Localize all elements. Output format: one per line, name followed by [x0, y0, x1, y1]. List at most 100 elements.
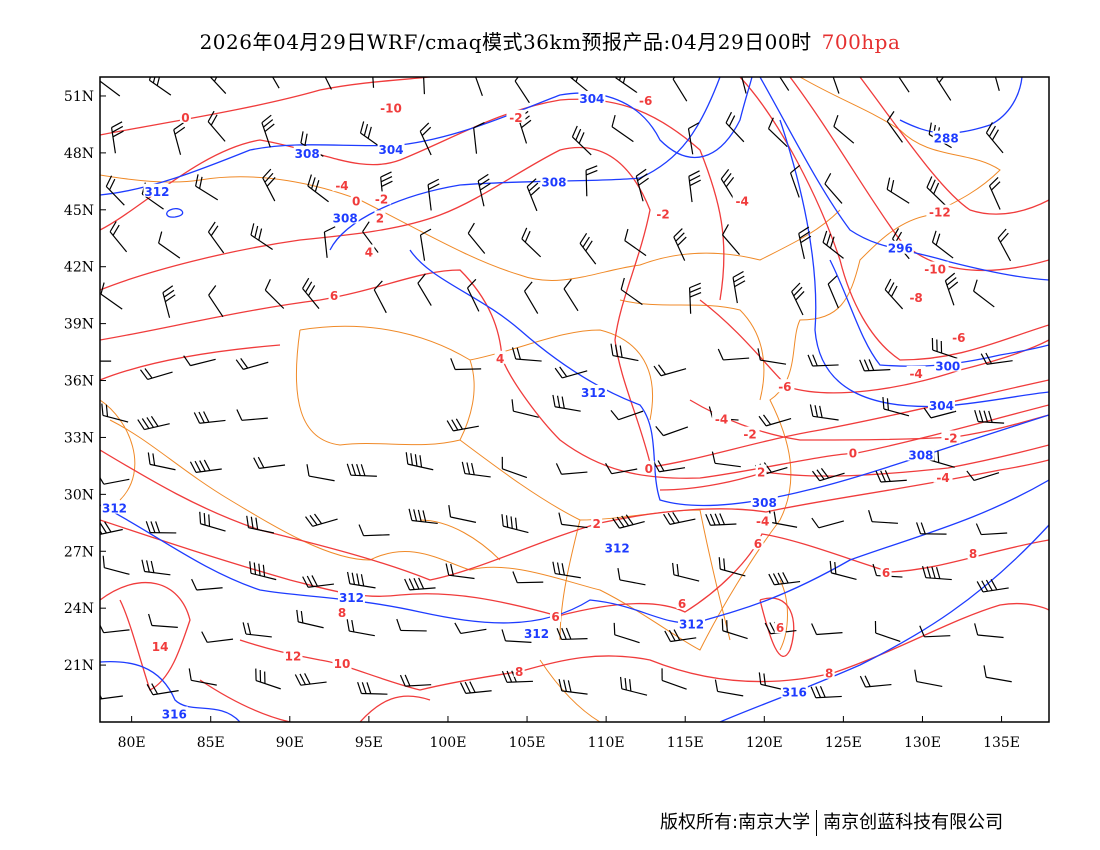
wind-barb	[552, 561, 581, 579]
wind-barb	[725, 111, 745, 143]
height-label: 288	[934, 132, 959, 146]
wind-barb	[246, 515, 275, 534]
lon-tick-label: 135E	[983, 735, 1020, 751]
wind-barb	[419, 228, 432, 261]
wind-barb	[807, 354, 839, 367]
wind-barb	[558, 512, 588, 529]
temperature-contour	[789, 77, 1049, 271]
wind-barb	[173, 122, 186, 155]
wind-barb	[605, 462, 638, 475]
temperature-contour	[100, 519, 1049, 617]
temperature-label: -4	[756, 514, 769, 528]
wind-barb	[916, 522, 947, 535]
wind-barb	[207, 110, 226, 142]
height-label: 312	[524, 627, 549, 641]
wind-barb	[512, 571, 544, 584]
temperature-label-bg	[755, 464, 767, 478]
temperature-label: 2	[592, 517, 600, 531]
height-label: 312	[605, 541, 630, 555]
height-label: 308	[541, 175, 566, 189]
temperature-label: 6	[330, 289, 338, 303]
wind-barb	[555, 463, 588, 475]
wind-barb	[931, 338, 958, 359]
wind-barb	[611, 114, 634, 143]
temperature-contour	[859, 77, 1049, 215]
temperature-label: -12	[929, 206, 951, 220]
wind-barb	[811, 517, 845, 529]
height-label-bg	[780, 684, 808, 698]
temperature-label-bg	[372, 191, 392, 205]
wind-barb	[552, 394, 581, 412]
height-label: 308	[908, 449, 933, 463]
wind-barb	[448, 505, 477, 523]
wind-barb	[974, 623, 1004, 639]
wind-barb	[511, 399, 539, 418]
height-label: 316	[782, 686, 807, 700]
wind-barb	[201, 631, 234, 643]
temperature-label-bg	[506, 109, 526, 123]
temperature-label: 4	[496, 352, 504, 366]
temperature-label-bg	[636, 92, 656, 106]
height-label: 312	[679, 617, 704, 631]
wind-barb	[571, 125, 592, 156]
wind-barb	[148, 613, 178, 628]
wind-barb	[148, 77, 172, 96]
wind-barb	[253, 456, 286, 469]
wind-barb	[102, 555, 130, 575]
wind-barb	[514, 77, 530, 104]
wind-barb	[688, 282, 702, 314]
footer-company: 南京创蓝科技有限公司	[823, 812, 1004, 833]
wind-barb	[405, 452, 434, 471]
wind-barb	[271, 77, 280, 89]
wind-barb	[931, 230, 954, 259]
wind-barb	[688, 170, 701, 203]
temperature-label: -4	[735, 194, 748, 208]
wind-barb	[721, 618, 748, 640]
wind-barb	[404, 577, 436, 591]
wind-barb	[100, 360, 112, 362]
height-contour	[409, 249, 1049, 507]
lon-tick-label: 95E	[355, 735, 383, 751]
wind-barb	[100, 694, 123, 700]
wind-barb	[672, 77, 688, 102]
wind-barb	[717, 348, 750, 361]
temperature-label: -6	[778, 380, 791, 394]
wind-barb	[417, 273, 432, 306]
wind-barb	[461, 461, 491, 478]
temperature-label-bg	[752, 536, 764, 550]
temperature-label: 0	[645, 462, 653, 476]
height-label: 312	[581, 386, 606, 400]
temperature-label-bg	[179, 109, 191, 123]
height-label: 312	[339, 591, 364, 605]
map-axes: 80E 85E 90E 95E 100E 105E 110E 115E 120E 125E 130E…	[64, 89, 1020, 751]
temperature-label-bg	[949, 329, 969, 343]
wind-barb	[610, 410, 644, 421]
wind-barb	[446, 418, 479, 432]
wind-barb	[141, 559, 171, 576]
wind-barb	[362, 221, 379, 253]
height-label-bg	[337, 589, 365, 603]
temperature-label-bg	[350, 193, 362, 207]
wind-barb	[305, 513, 338, 527]
wind-barb	[563, 278, 579, 312]
wind-barb	[809, 404, 839, 421]
temperature-label-bg	[374, 210, 386, 224]
height-label: 308	[333, 211, 358, 225]
temperature-label: 4	[365, 246, 373, 260]
wind-barb	[926, 176, 947, 206]
height-label-bg	[331, 210, 359, 224]
height-contour	[166, 208, 184, 218]
temperature-label-bg	[336, 604, 348, 618]
height-label: 316	[162, 708, 187, 722]
wind-barb	[137, 416, 170, 431]
lat-tick-label: 45N	[64, 203, 94, 219]
wind-barb	[100, 521, 123, 536]
wind-barb	[261, 114, 275, 148]
temperature-label: -4	[936, 471, 949, 485]
temperature-label: -10	[380, 101, 402, 115]
wind-barb	[459, 681, 492, 694]
temperature-contour	[100, 98, 725, 301]
temperature-label: -4	[909, 367, 922, 381]
height-contour	[100, 479, 1049, 624]
